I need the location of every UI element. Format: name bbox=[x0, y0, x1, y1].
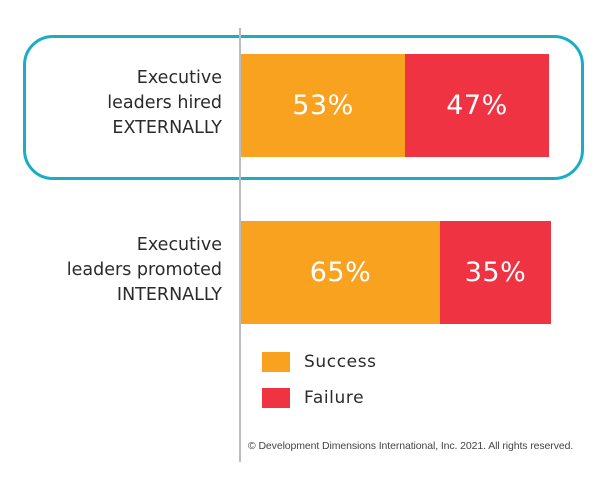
bar-external: 53% 47% bbox=[241, 54, 549, 157]
legend-item-success: Success bbox=[262, 352, 377, 372]
legend-label: Failure bbox=[304, 388, 365, 408]
row-label-external: Executive leaders hired EXTERNALLY bbox=[107, 66, 222, 141]
bar-segment-success: 65% bbox=[241, 221, 440, 324]
row-label-internal: Executive leaders promoted INTERNALLY bbox=[67, 233, 222, 308]
bar-segment-success: 53% bbox=[241, 54, 405, 157]
row-label-line: leaders promoted bbox=[66, 260, 222, 280]
copyright-notice: © Development Dimensions International, … bbox=[248, 440, 574, 452]
legend-swatch-success bbox=[262, 352, 290, 372]
bar-segment-failure: 35% bbox=[440, 221, 551, 324]
legend-item-failure: Failure bbox=[262, 388, 364, 408]
highlight-outline-external bbox=[23, 35, 584, 180]
legend-swatch-failure bbox=[262, 388, 290, 408]
row-label-line: leaders hired bbox=[107, 93, 222, 113]
legend-label: Success bbox=[304, 352, 377, 372]
row-label-line: Executive bbox=[136, 68, 222, 88]
row-label-line: INTERNALLY bbox=[116, 285, 222, 305]
y-axis-line bbox=[239, 28, 241, 462]
row-label-line: Executive bbox=[136, 235, 222, 255]
bar-segment-failure: 47% bbox=[405, 54, 549, 157]
bar-internal: 65% 35% bbox=[241, 221, 551, 324]
row-label-line: EXTERNALLY bbox=[112, 118, 222, 138]
